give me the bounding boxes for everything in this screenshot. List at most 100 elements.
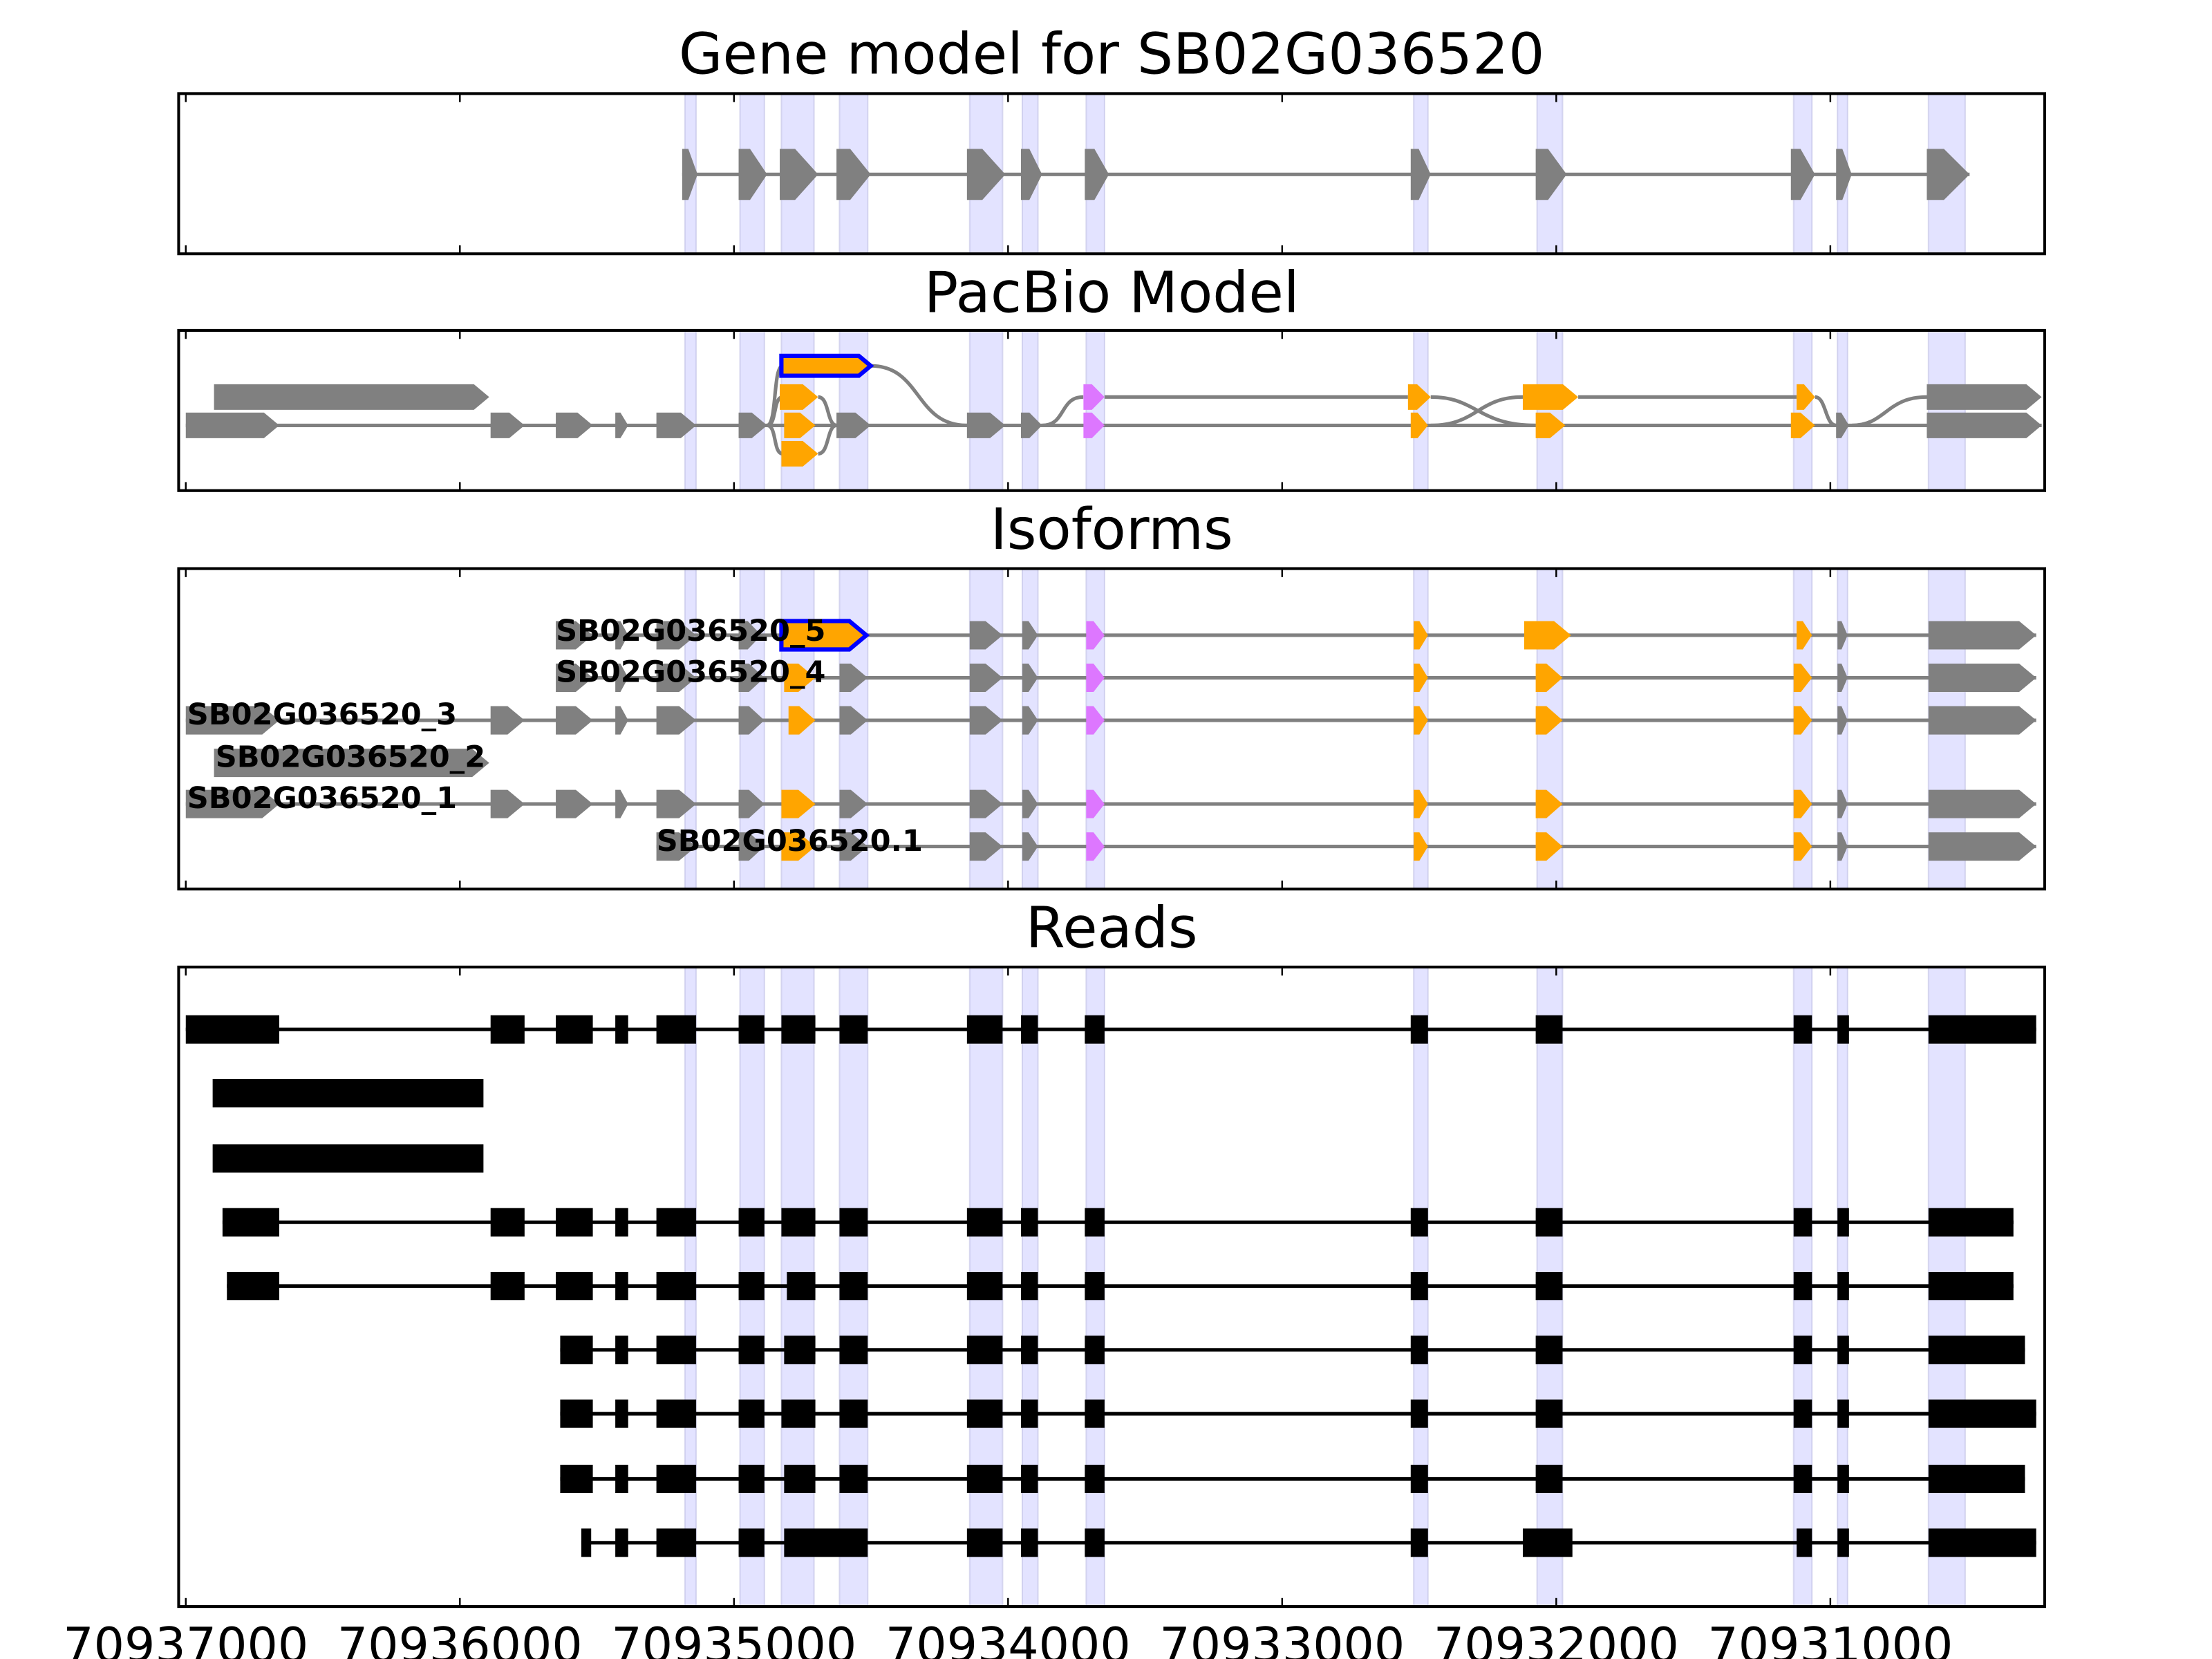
read-exon-block bbox=[738, 1015, 765, 1044]
pacbio-exon bbox=[214, 384, 489, 410]
read-exon-block bbox=[556, 1208, 593, 1237]
read-exon-block bbox=[839, 1272, 868, 1301]
gene-model-exon bbox=[682, 149, 698, 200]
read-exon-block bbox=[1410, 1399, 1428, 1428]
read-exon-block bbox=[781, 1015, 816, 1044]
shaded-exon-region bbox=[1413, 329, 1429, 491]
read-exon-block bbox=[966, 1464, 1003, 1493]
isoforms-title: Isoforms bbox=[991, 497, 1233, 563]
isoform-exon bbox=[1793, 664, 1812, 693]
pacbio-exon bbox=[779, 353, 874, 378]
read-exon-block bbox=[656, 1272, 697, 1301]
read-exon-block bbox=[1928, 1208, 2014, 1237]
isoform-exon bbox=[738, 789, 765, 818]
read-exon-block bbox=[1410, 1464, 1428, 1493]
read-exon-block bbox=[1793, 1399, 1812, 1428]
isoform-exon bbox=[1022, 706, 1038, 735]
read-exon-block bbox=[1928, 1464, 2025, 1493]
read-exon-block bbox=[1410, 1015, 1428, 1044]
isoform-exon bbox=[1414, 621, 1428, 650]
x-tick-label: 70935000 bbox=[611, 1618, 856, 1659]
gene-model-exon bbox=[780, 149, 818, 200]
splice-connector bbox=[1851, 395, 1927, 427]
isoform-exon bbox=[1086, 664, 1105, 693]
isoform-exon bbox=[781, 789, 816, 818]
pacbio-exon bbox=[1927, 384, 2042, 410]
read-exon-block bbox=[1793, 1464, 1812, 1493]
read-exon-block bbox=[1020, 1399, 1038, 1428]
read-exon-block bbox=[615, 1208, 628, 1237]
isoform-exon bbox=[1535, 832, 1563, 861]
isoform-label: SB02G036520_1 bbox=[187, 781, 457, 816]
isoform-exon bbox=[1535, 789, 1563, 818]
read-exon-block bbox=[1793, 1015, 1812, 1044]
gene-model-exon bbox=[1790, 149, 1815, 200]
isoform-label: SB02G036520_5 bbox=[556, 614, 825, 648]
gene-model-exon bbox=[966, 149, 1006, 200]
read-exon-block bbox=[784, 1335, 816, 1365]
isoform-exon bbox=[1837, 706, 1848, 735]
pacbio-exon bbox=[1797, 384, 1815, 410]
isoform-exon bbox=[969, 706, 1003, 735]
pacbio-exon bbox=[1410, 412, 1428, 438]
gene-model-exon bbox=[1410, 149, 1431, 200]
isoform-exon bbox=[214, 749, 489, 778]
read-exon-block bbox=[1793, 1272, 1812, 1301]
x-tick-label: 70932000 bbox=[1434, 1618, 1679, 1659]
read-exon-block bbox=[212, 1079, 484, 1108]
splice-connector bbox=[1042, 395, 1084, 427]
read-exon-block bbox=[656, 1015, 697, 1044]
read-exon-block bbox=[1410, 1272, 1428, 1301]
x-tick-label: 70936000 bbox=[337, 1618, 583, 1659]
isoform-exon bbox=[1022, 664, 1038, 693]
read-exon-block bbox=[1793, 1208, 1812, 1237]
isoform-exon bbox=[556, 789, 593, 818]
pacbio-exon bbox=[966, 412, 1006, 438]
pacbio-exon bbox=[1790, 412, 1815, 438]
isoform-exon bbox=[738, 832, 765, 861]
read-exon-block bbox=[1410, 1528, 1428, 1557]
x-tick-label: 70933000 bbox=[1159, 1618, 1405, 1659]
isoform-exon bbox=[781, 832, 816, 861]
read-exon-block bbox=[966, 1015, 1003, 1044]
gene-model-title: Gene model for SB02G036520 bbox=[679, 22, 1545, 88]
pacbio-exon bbox=[1522, 384, 1579, 410]
read-exon-block bbox=[656, 1399, 697, 1428]
read-exon-block bbox=[185, 1015, 279, 1044]
read-exon-block bbox=[615, 1272, 628, 1301]
gene-model-exon bbox=[1020, 149, 1042, 200]
read-exon-block bbox=[787, 1272, 816, 1301]
isoform-exon bbox=[615, 664, 628, 693]
isoform-exon bbox=[185, 789, 279, 818]
read-exon-block bbox=[1535, 1015, 1563, 1044]
isoform-exon bbox=[615, 706, 628, 735]
isoform-exon bbox=[1797, 621, 1812, 650]
isoform-label: SB02G036520_3 bbox=[187, 697, 457, 732]
read-exon-block bbox=[1020, 1015, 1038, 1044]
read-exon-block bbox=[1837, 1464, 1849, 1493]
isoform-exon bbox=[1837, 832, 1848, 861]
read-exon-block bbox=[1020, 1208, 1038, 1237]
isoform-exon bbox=[1086, 621, 1105, 650]
read-exon-block bbox=[966, 1528, 1003, 1557]
shaded-exon-region bbox=[968, 329, 1004, 491]
x-tick-label: 70934000 bbox=[885, 1618, 1131, 1659]
isoform-label: SB02G036520_2 bbox=[216, 740, 485, 775]
read-exon-block bbox=[222, 1208, 279, 1237]
isoform-exon bbox=[969, 621, 1003, 650]
pacbio-exon bbox=[1020, 412, 1042, 438]
read-exon-block bbox=[966, 1399, 1003, 1428]
pacbio-exon bbox=[556, 412, 593, 438]
read-exon-block bbox=[738, 1464, 765, 1493]
isoform-exon bbox=[1086, 706, 1105, 735]
isoform-label: SB02G036520.1 bbox=[657, 824, 923, 859]
shaded-exon-region bbox=[1837, 329, 1848, 491]
read-exon-block bbox=[1085, 1272, 1105, 1301]
isoform-exon bbox=[1928, 621, 2036, 650]
pacbio-exon bbox=[1836, 412, 1849, 438]
isoform-exon bbox=[556, 664, 593, 693]
isoform-exon bbox=[738, 664, 765, 693]
splice-connector bbox=[817, 423, 838, 456]
panel-frame bbox=[177, 328, 2046, 492]
read-exon-block bbox=[738, 1335, 765, 1365]
